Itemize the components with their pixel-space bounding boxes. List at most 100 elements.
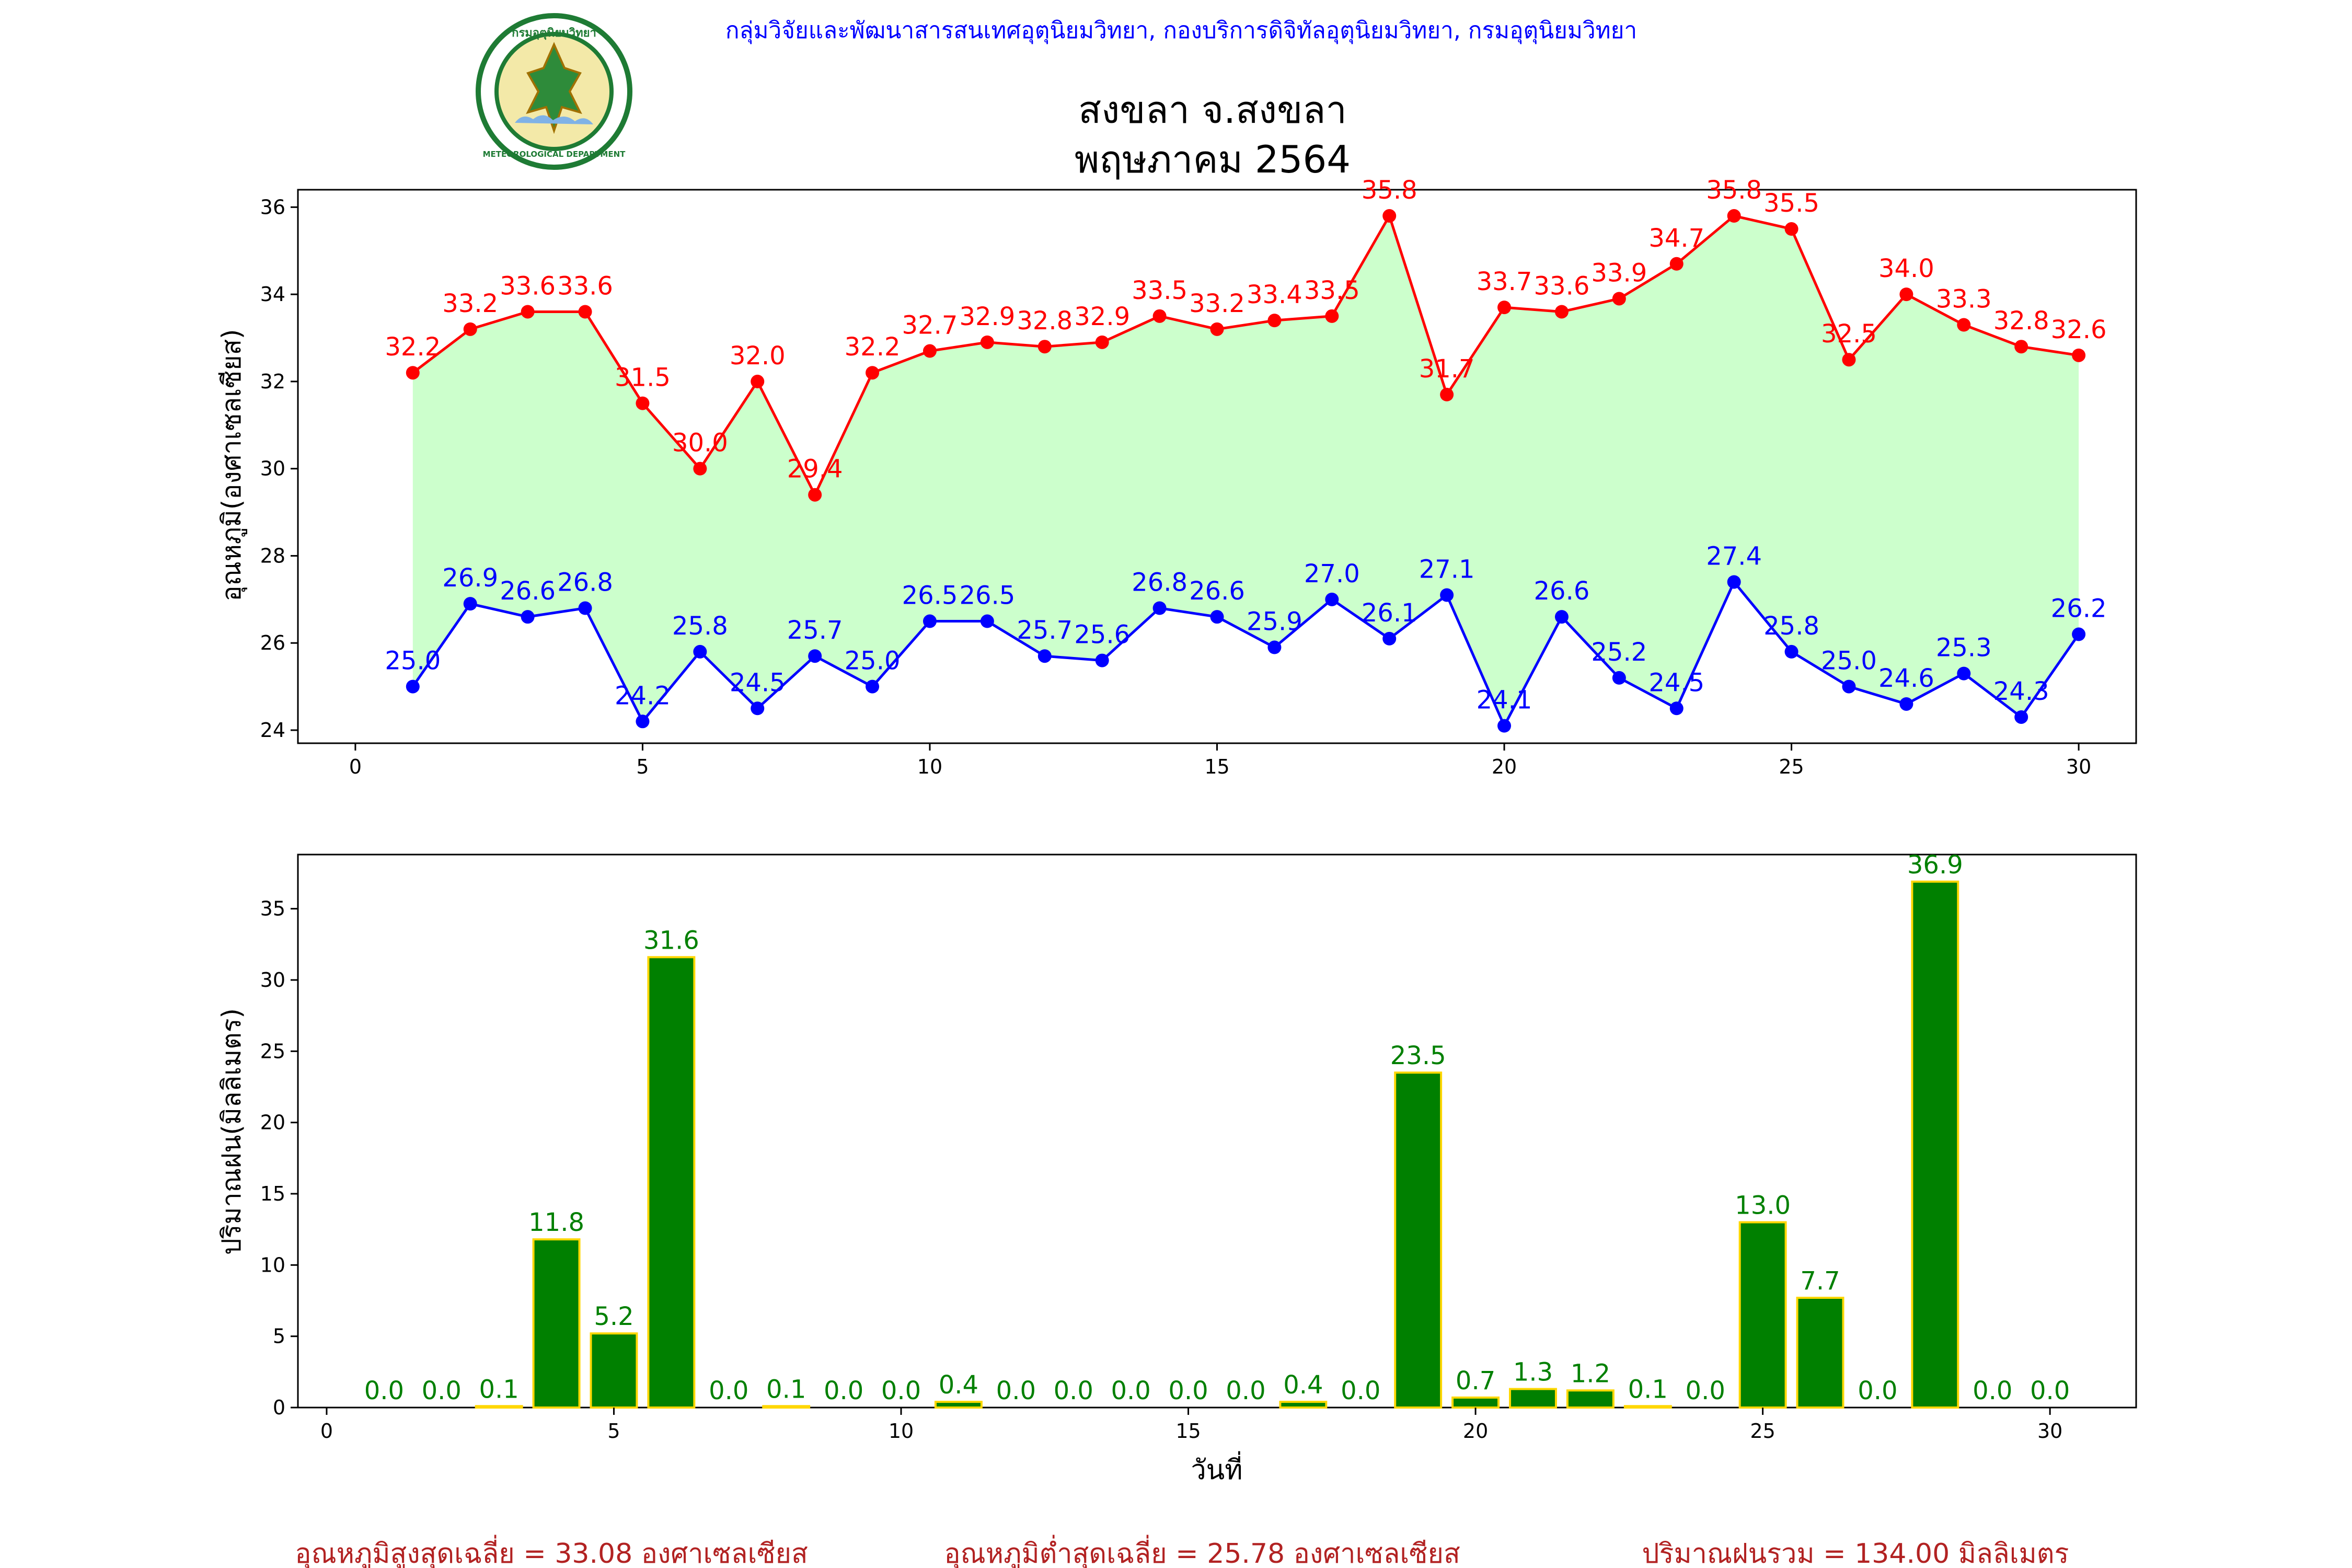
min-temperature-value-label: 24.2 (615, 681, 671, 710)
rainfall-value-label: 0.0 (996, 1376, 1036, 1405)
max-temperature-point (1669, 257, 1684, 271)
min-temperature-point (1095, 653, 1109, 667)
max-temperature-value-label: 32.8 (1993, 306, 2049, 336)
min-temperature-point (578, 601, 592, 615)
min-temperature-value-label: 26.6 (1189, 577, 1245, 606)
summary-total-rain: ปริมาณฝนรวม = 134.00 มิลลิเมตร (1642, 1538, 2069, 1568)
temperature-panel: 32.233.233.6 33.631.530.032.029.432.232.7… (216, 176, 2137, 778)
min-temperature-point (693, 644, 707, 659)
min-temperature-point (1325, 592, 1339, 606)
min-temperature-point (808, 649, 822, 663)
temperature-x-tick-label: 25 (1779, 755, 1804, 778)
min-temperature-line (411, 579, 2080, 729)
rainfall-value-label: 0.0 (1858, 1376, 1897, 1405)
min-temperature-value-label: 26.2 (2051, 594, 2107, 624)
rainfall-x-tick-label: 10 (889, 1420, 914, 1443)
min-temperature-point (1554, 610, 1569, 624)
rainfall-value-label: 11.8 (528, 1208, 584, 1237)
rainfall-value-label: 0.7 (1456, 1366, 1495, 1396)
min-temperature-point (636, 714, 650, 729)
max-temperature-point (1095, 335, 1109, 349)
max-temperature-point (980, 335, 994, 349)
max-temperature-point (1957, 318, 1971, 332)
rainfall-bar (590, 1332, 638, 1409)
max-temperature-value-label: 32.6 (2051, 315, 2107, 344)
min-temperature-value-label: 26.1 (1362, 598, 1417, 628)
department-header-text: กลุ่มวิจัยและพัฒนาสารสนเทศอุตุนิยมวิทยา,… (725, 17, 1637, 44)
rainfall-axis-label: ปริมาณฝน(มิลลิเมตร) (216, 1008, 247, 1255)
min-temperature-point (1899, 697, 1913, 711)
rainfall-value-label: 31.6 (643, 926, 699, 955)
rainfall-y-tick-label: 25 (260, 1040, 285, 1063)
max-temperature-value-label: 32.9 (1074, 302, 1130, 331)
day-axis-label: วันที่ (1191, 1451, 1242, 1486)
rainfall-value-label: 0.0 (1111, 1376, 1150, 1405)
rainfall-value-label: 0.0 (709, 1376, 748, 1405)
rainfall-value-label: 0.1 (479, 1375, 519, 1404)
rainfall-bar (1509, 1388, 1557, 1409)
max-temperature-point (751, 374, 765, 388)
max-temperature-point (2014, 340, 2028, 354)
max-temperature-point (1210, 322, 1224, 336)
rainfall-bar (532, 1238, 581, 1409)
min-temperature-value-label: 24.3 (1993, 677, 2049, 706)
rainfall-value-label: 0.0 (1226, 1376, 1265, 1405)
max-temperature-point (1727, 209, 1741, 223)
temperature-y-tick-label: 36 (260, 195, 285, 218)
rainfall-bar (1623, 1405, 1672, 1409)
temperature-fill-area (412, 216, 2079, 726)
max-temperature-point (636, 396, 650, 410)
max-temperature-point (1842, 353, 1856, 367)
max-temperature-point (808, 488, 822, 502)
logo-ring-text: METEOROLOGICAL DEPARTMENT (483, 149, 626, 159)
max-temperature-point (1037, 340, 1052, 354)
min-temperature-point (1037, 649, 1052, 663)
rainfall-bar (1796, 1297, 1844, 1409)
rainfall-value-label: 0.1 (1628, 1375, 1668, 1404)
max-temperature-value-label: 34.7 (1648, 224, 1704, 253)
max-temperature-point (1152, 309, 1167, 323)
max-temperature-point (1497, 301, 1512, 315)
min-temperature-point (980, 614, 994, 628)
temperature-x-tick-label: 10 (917, 755, 942, 778)
min-temperature-value-label: 26.6 (500, 577, 556, 606)
max-temperature-value-label: 32.7 (902, 311, 958, 340)
rainfall-x-tick-label: 0 (320, 1420, 333, 1443)
max-temperature-value-label: 33.4 (1247, 280, 1302, 309)
max-temperature-value-label: 33.2 (442, 289, 498, 318)
rainfall-y-tick-label: 10 (260, 1253, 285, 1276)
max-temperature-value-label: 33.5 (1132, 276, 1187, 305)
min-temperature-value-label: 27.0 (1304, 559, 1360, 589)
min-temperature-point (406, 679, 420, 694)
rainfall-value-label: 0.0 (1686, 1376, 1725, 1405)
max-temperature-value-label: 32.9 (959, 302, 1015, 331)
min-temperature-value-label: 24.5 (1648, 668, 1704, 697)
min-temperature-point (1382, 631, 1397, 645)
cloud-icon (515, 115, 593, 124)
rainfall-bar (1279, 1401, 1328, 1409)
rainfall-bar (934, 1401, 983, 1409)
rainfall-value-label: 0.1 (766, 1375, 806, 1404)
rainfall-value-label: 1.3 (1513, 1358, 1553, 1387)
min-temperature-point (1612, 671, 1626, 685)
chart-title-month: พฤษภาคม 2564 (1075, 137, 1351, 181)
min-temperature-point (1784, 644, 1798, 659)
temperature-y-tick-label: 32 (260, 370, 285, 393)
rainfall-value-label: 0.0 (881, 1376, 921, 1405)
summary-avg-max: อุณหภูมิสูงสุดเฉลี่ย = 33.08 องศาเซลเซีย… (295, 1535, 808, 1568)
min-temperature-value-label: 26.8 (1132, 568, 1187, 597)
rainfall-bar (1566, 1389, 1615, 1409)
max-temperature-point (1440, 387, 1454, 401)
rainfall-value-label: 0.0 (1341, 1376, 1380, 1405)
rainfall-value-label: 1.2 (1571, 1359, 1610, 1388)
max-temperature-value-label: 33.6 (557, 271, 613, 301)
max-temperature-value-label: 33.6 (1534, 271, 1590, 301)
temperature-x-tick-label: 5 (636, 755, 649, 778)
rainfall-value-label: 23.5 (1390, 1041, 1446, 1070)
min-temperature-value-label: 25.6 (1074, 620, 1130, 650)
rainfall-value-label: 0.0 (1168, 1376, 1208, 1405)
temperature-x-tick-label: 20 (1492, 755, 1517, 778)
rainfall-value-label: 13.0 (1735, 1191, 1791, 1220)
max-temperature-value-label: 32.2 (385, 332, 441, 362)
